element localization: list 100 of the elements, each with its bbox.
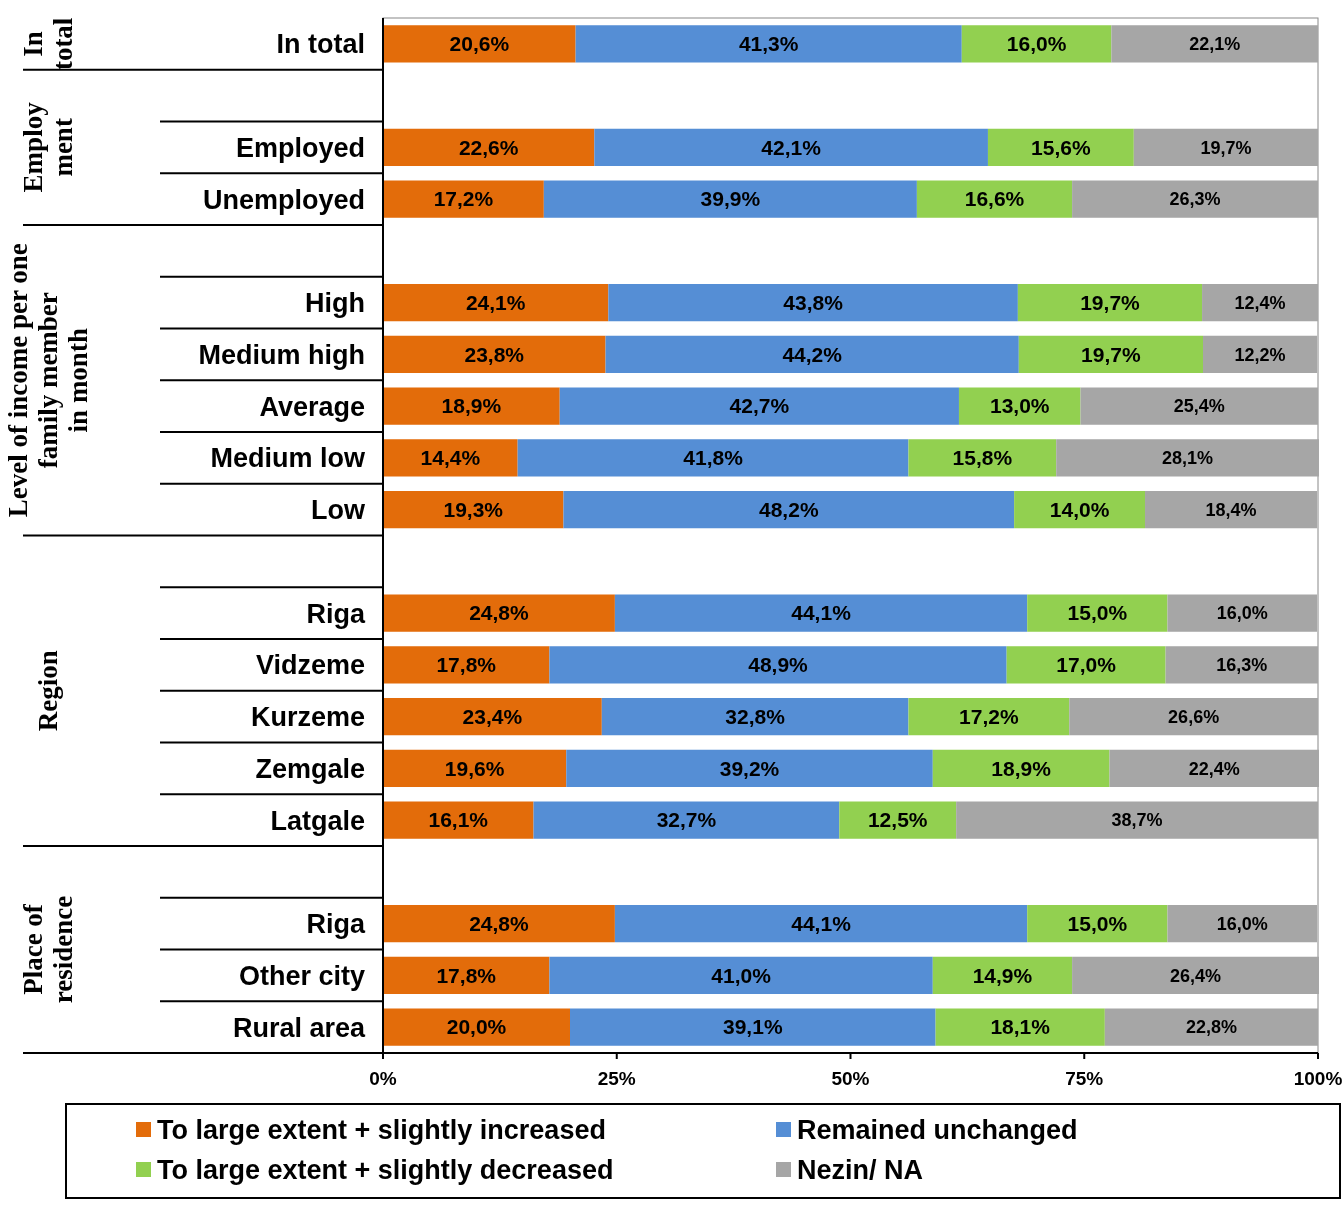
data-label: 24,8%: [469, 911, 530, 935]
data-label: 32,7%: [656, 808, 717, 832]
bar: [1056, 439, 1319, 477]
data-label: 28,1%: [1162, 448, 1214, 469]
data-label: 16,3%: [1216, 655, 1268, 676]
data-label: 44,1%: [791, 911, 852, 935]
bar: [839, 801, 957, 839]
bar: [383, 1008, 570, 1046]
bar: [1202, 335, 1318, 374]
data-label: 15,6%: [1031, 135, 1091, 159]
bar: [383, 646, 550, 684]
bar: [383, 284, 609, 322]
bar: [383, 335, 606, 374]
data-label: 12,2%: [1234, 344, 1286, 365]
bar: [908, 439, 1057, 477]
text: Place of residence: [18, 895, 78, 1004]
data-label: 38,7%: [1111, 810, 1163, 831]
data-label: 17,8%: [436, 653, 497, 677]
bar: [383, 439, 518, 477]
data-label: 19,6%: [444, 756, 505, 780]
bar: [575, 25, 962, 63]
y-tick-label: Latgale: [270, 805, 365, 836]
data-label: 24,1%: [465, 290, 526, 314]
text: Level of income per one family member in month: [3, 243, 93, 518]
bar: [987, 128, 1134, 167]
bar: [383, 698, 602, 736]
bar: [1167, 594, 1318, 632]
bar: [563, 491, 1015, 529]
bar: [566, 749, 933, 788]
bar: [570, 1008, 936, 1046]
text: Region: [33, 650, 63, 732]
data-label: 17,8%: [436, 963, 497, 987]
bar: [1017, 284, 1203, 322]
legend-label: To large extent + slightly increased: [157, 1115, 606, 1146]
data-label: 12,5%: [867, 808, 928, 832]
bar: [594, 128, 988, 167]
bar: [605, 335, 1019, 374]
y-tick-label: Rural area: [232, 1012, 366, 1043]
data-label: 19,7%: [1080, 290, 1141, 314]
y-tick-label: Low: [311, 495, 366, 526]
legend-label: Nezin/ NA: [797, 1155, 924, 1186]
bar: [1202, 284, 1318, 322]
data-label: 42,7%: [729, 394, 790, 418]
data-label: 15,0%: [1067, 601, 1128, 625]
legend-label: Remained unchanged: [797, 1115, 1078, 1146]
bar: [932, 749, 1110, 788]
data-label: 43,8%: [783, 290, 844, 314]
data-label: 18,9%: [991, 756, 1052, 780]
data-label: 14,0%: [1049, 497, 1110, 521]
bar: [517, 439, 909, 477]
bar: [1080, 387, 1318, 425]
bar: [383, 180, 544, 218]
data-label: 26,4%: [1169, 965, 1222, 986]
bar: [1133, 128, 1319, 167]
data-label: 16,0%: [1216, 603, 1268, 624]
text: In total: [18, 17, 78, 71]
data-label: 16,1%: [428, 808, 489, 832]
bar: [956, 801, 1318, 839]
data-label: 19,7%: [1200, 137, 1252, 158]
bar: [383, 749, 567, 788]
data-label: 17,2%: [433, 187, 494, 211]
data-label: 14,4%: [420, 446, 481, 470]
bar: [958, 387, 1081, 425]
data-label: 14,9%: [972, 963, 1033, 987]
data-label: 20,6%: [449, 32, 510, 56]
bar: [1006, 646, 1166, 684]
x-tick-label: 25%: [597, 1068, 636, 1089]
data-label: 23,8%: [464, 342, 525, 366]
bar: [916, 180, 1073, 218]
bar: [1027, 905, 1168, 943]
y-tick-label: Riga: [306, 598, 366, 629]
bar: [549, 956, 933, 995]
bar: [383, 491, 564, 529]
data-label: 20,0%: [446, 1015, 507, 1039]
bar: [533, 801, 840, 839]
bar: [1167, 905, 1318, 943]
legend-label: To large extent + slightly decreased: [157, 1155, 614, 1186]
data-label: 41,0%: [711, 963, 772, 987]
bar: [383, 128, 595, 167]
bar: [383, 801, 534, 839]
data-label: 39,9%: [700, 187, 761, 211]
x-tick-label: 75%: [1065, 1068, 1104, 1089]
bar: [383, 387, 560, 425]
text: Employ ment: [18, 101, 78, 193]
data-label: 39,2%: [719, 756, 780, 780]
bar: [1145, 491, 1318, 529]
data-label: 42,1%: [761, 135, 822, 159]
data-label: 18,4%: [1205, 499, 1257, 520]
bar: [1111, 25, 1318, 63]
bar: [543, 180, 917, 218]
bar: [1014, 491, 1146, 529]
bar: [601, 698, 909, 736]
y-tick-label: Medium high: [198, 339, 365, 370]
data-label: 32,8%: [725, 704, 786, 728]
y-tick-label: High: [305, 288, 365, 319]
bar: [1027, 594, 1168, 632]
x-tick-label: 100%: [1293, 1068, 1343, 1089]
data-label: 22,6%: [458, 135, 519, 159]
data-label: 18,1%: [990, 1015, 1051, 1039]
y-tick-label: Zemgale: [255, 753, 365, 784]
